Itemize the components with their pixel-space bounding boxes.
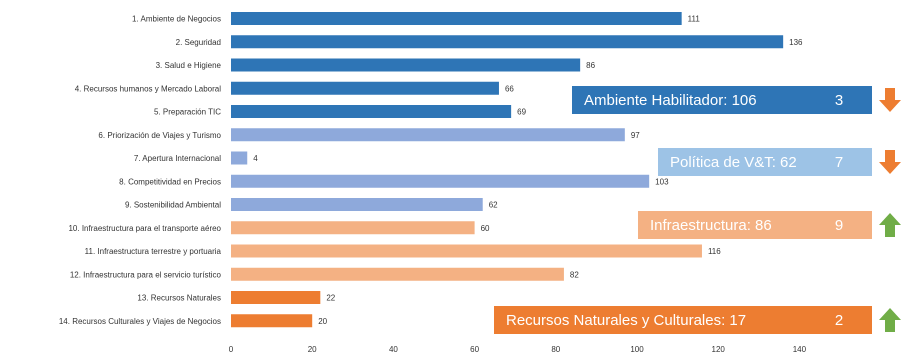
category-label: 3. Salud e Higiene <box>156 61 222 70</box>
callout-label: Recursos Naturales y Culturales: 17 <box>506 311 747 329</box>
bar <box>231 314 313 328</box>
callout-box: Ambiente Habilitador: 106 3 <box>572 86 872 114</box>
x-tick-label: 80 <box>551 345 560 354</box>
bar <box>231 35 784 49</box>
arrow-up-icon <box>879 308 901 332</box>
bar <box>231 128 625 142</box>
data-label: 22 <box>326 294 335 303</box>
bar <box>231 58 581 72</box>
callout-rank: 7 <box>834 153 844 171</box>
bar <box>231 12 682 25</box>
bar <box>231 151 248 165</box>
data-label: 103 <box>655 177 669 186</box>
data-label: 82 <box>570 270 579 279</box>
data-label: 20 <box>318 317 327 326</box>
data-label: 60 <box>481 224 490 233</box>
category-label: 13. Recursos Naturales <box>137 294 221 303</box>
bar <box>231 244 702 258</box>
callout-label: Infraestructura: 86 <box>650 216 772 234</box>
category-label: 4. Recursos humanos y Mercado Laboral <box>75 84 222 93</box>
arrow-down-icon <box>879 88 901 112</box>
category-label: 7. Apertura Internacional <box>134 154 221 163</box>
data-label: 4 <box>253 154 258 163</box>
callout-rank: 2 <box>834 311 844 329</box>
data-label: 116 <box>708 247 721 256</box>
bar <box>231 198 483 211</box>
category-label: 11. Infraestructura terrestre y portuari… <box>85 247 222 256</box>
bar <box>231 174 650 188</box>
x-tick-label: 60 <box>470 345 479 354</box>
arrow-down-icon <box>879 150 901 174</box>
bar <box>231 267 564 281</box>
bar <box>231 221 475 235</box>
callout-box: Recursos Naturales y Culturales: 17 2 <box>494 306 872 334</box>
x-tick-label: 120 <box>712 345 726 354</box>
x-tick-label: 40 <box>389 345 398 354</box>
category-label: 14. Recursos Culturales y Viajes de Nego… <box>59 317 221 326</box>
arrow-up-icon <box>879 213 901 237</box>
category-label: 10. Infraestructura para el transporte a… <box>68 224 221 233</box>
callout-box: Infraestructura: 86 9 <box>638 211 872 239</box>
data-label: 136 <box>789 38 803 47</box>
category-label: 2. Seguridad <box>176 38 221 47</box>
x-tick-label: 100 <box>630 345 644 354</box>
category-label: 8. Competitividad en Precios <box>119 177 221 186</box>
category-label: 1. Ambiente de Negocios <box>132 15 221 24</box>
callout-box: Política de V&T: 62 7 <box>658 148 872 176</box>
data-label: 97 <box>631 131 640 140</box>
x-tick-label: 20 <box>308 345 317 354</box>
data-label: 66 <box>505 84 514 93</box>
data-label: 86 <box>586 61 595 70</box>
callout-rank: 3 <box>834 91 844 109</box>
data-label: 62 <box>489 201 498 210</box>
bar <box>231 81 499 95</box>
category-label: 5. Preparación TIC <box>154 108 221 117</box>
callout-label: Política de V&T: 62 <box>670 153 797 171</box>
category-label: 12. Infraestructura para el servicio tur… <box>70 270 222 279</box>
callout-label: Ambiente Habilitador: 106 <box>584 91 757 109</box>
category-label: 9. Sostenibilidad Ambiental <box>125 201 221 210</box>
callout-rank: 9 <box>834 216 844 234</box>
bar <box>231 105 512 118</box>
x-tick-label: 140 <box>793 345 807 354</box>
data-label: 69 <box>517 108 526 117</box>
category-label: 6. Priorización de Viajes y Turismo <box>98 131 221 140</box>
x-tick-label: 0 <box>229 345 234 354</box>
bar <box>231 291 321 304</box>
data-label: 111 <box>688 15 701 24</box>
